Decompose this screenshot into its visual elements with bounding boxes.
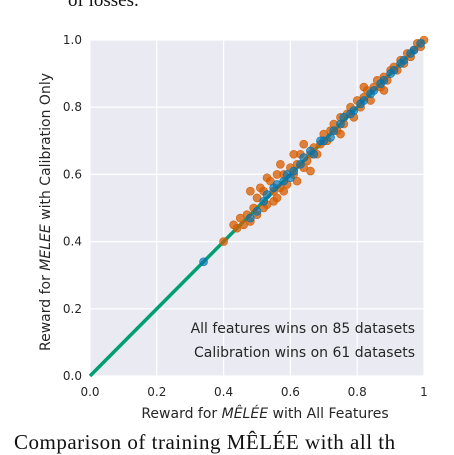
y-axis-label-suffix: with Calibration Only xyxy=(38,73,54,224)
x-axis-label-prefix: Reward for xyxy=(141,406,221,422)
x-axis-label-emph: MÊLÉE xyxy=(222,404,269,422)
y-axis-label: Reward for MELEE with Calibration Only xyxy=(38,73,54,351)
scatter-point xyxy=(252,207,262,216)
scatter-point xyxy=(389,65,399,75)
scatter-point xyxy=(289,166,299,176)
scatter-point xyxy=(379,86,389,95)
x-axis-ticks: 0.0 0.2 0.4 0.6 0.8 1 xyxy=(80,385,427,399)
scatter-point xyxy=(416,39,425,48)
x-tick-label: 1 xyxy=(420,385,428,399)
scatter-point xyxy=(359,96,369,105)
page-text-bottom: Comparison of training MÊLÉE with all th xyxy=(14,430,396,454)
scatter-point xyxy=(409,45,419,55)
x-tick-label: 0.4 xyxy=(214,385,233,399)
y-axis-ticks: 0.0 0.2 0.4 0.6 0.8 1.0 xyxy=(63,33,82,383)
scatter-point xyxy=(379,76,389,85)
scatter-point xyxy=(299,153,309,162)
x-axis-label-suffix: with All Features xyxy=(268,406,389,422)
scatter-point xyxy=(246,213,255,223)
x-tick-label: 0.2 xyxy=(147,385,166,399)
scatter-point xyxy=(262,190,272,199)
annotation-text: Calibration wins on 61 datasets xyxy=(194,345,415,361)
y-tick-label: 0.4 xyxy=(63,235,82,249)
y-axis-label-emph: MELEE xyxy=(38,224,54,271)
scatter-point xyxy=(349,106,359,115)
x-tick-label: 0.0 xyxy=(80,385,99,399)
scatter-point xyxy=(286,173,295,183)
annotation-text: All features wins on 85 datasets xyxy=(191,321,415,337)
y-tick-label: 0.6 xyxy=(63,167,82,181)
scatter-point xyxy=(299,139,309,149)
scatter-point xyxy=(296,160,305,169)
scatter-point xyxy=(289,149,299,159)
scatter-points xyxy=(199,35,429,267)
scatter-point xyxy=(399,55,409,65)
scatter-point xyxy=(336,119,345,129)
scatter-point xyxy=(219,237,228,246)
chart-annotations: All features wins on 85 datasets Calibrat… xyxy=(191,321,415,361)
scatter-point xyxy=(262,173,272,183)
scatter-point xyxy=(369,86,379,95)
y-tick-label: 0.2 xyxy=(63,302,82,316)
scatter-point xyxy=(306,166,315,176)
scatter-chart: 0.0 0.2 0.4 0.6 0.8 1 0.0 0.2 0.4 0.6 0.8 1.0 All … xyxy=(38,33,429,422)
scatter-point xyxy=(276,160,285,169)
x-tick-label: 0.8 xyxy=(348,385,367,399)
scatter-point xyxy=(199,257,208,267)
scatter-point xyxy=(309,149,319,159)
y-tick-label: 0.0 xyxy=(63,369,82,383)
grid xyxy=(89,39,425,377)
scatter-point xyxy=(272,193,282,203)
scatter-point xyxy=(279,186,289,196)
scatter-point xyxy=(329,126,339,136)
page-text-top: of losses. xyxy=(68,0,139,11)
x-axis-label: Reward for MÊLÉE with All Features xyxy=(141,404,388,422)
scatter-point xyxy=(326,133,335,142)
scatter-point xyxy=(359,82,369,92)
y-tick-label: 0.8 xyxy=(63,100,82,114)
scatter-point xyxy=(246,186,255,196)
x-tick-label: 0.6 xyxy=(281,385,300,399)
scatter-point xyxy=(259,196,268,206)
y-tick-label: 1.0 xyxy=(63,33,82,47)
y-axis-label-prefix: Reward for xyxy=(38,271,54,351)
